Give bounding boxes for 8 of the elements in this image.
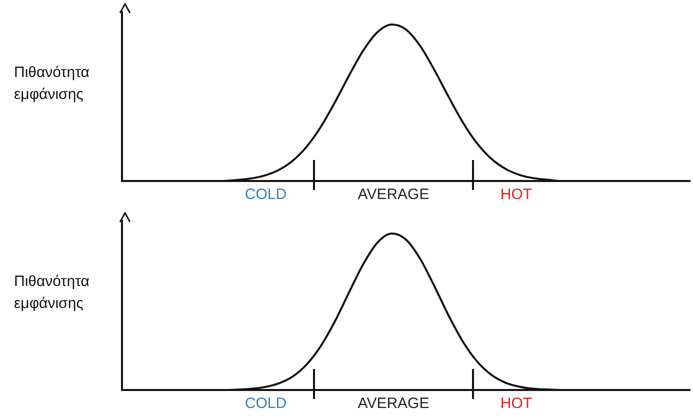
text: HOT bbox=[500, 395, 532, 412]
text: AVERAGE bbox=[358, 186, 430, 204]
text: HOT bbox=[500, 186, 532, 204]
text: COLD bbox=[244, 395, 287, 412]
text: COLD bbox=[244, 186, 287, 204]
y-axis-title: Πιθανότητα εμφάνισης bbox=[14, 272, 90, 314]
y-axis-title: Πιθανότητα εμφάνισης bbox=[14, 63, 90, 105]
text: AVERAGE bbox=[358, 395, 430, 412]
